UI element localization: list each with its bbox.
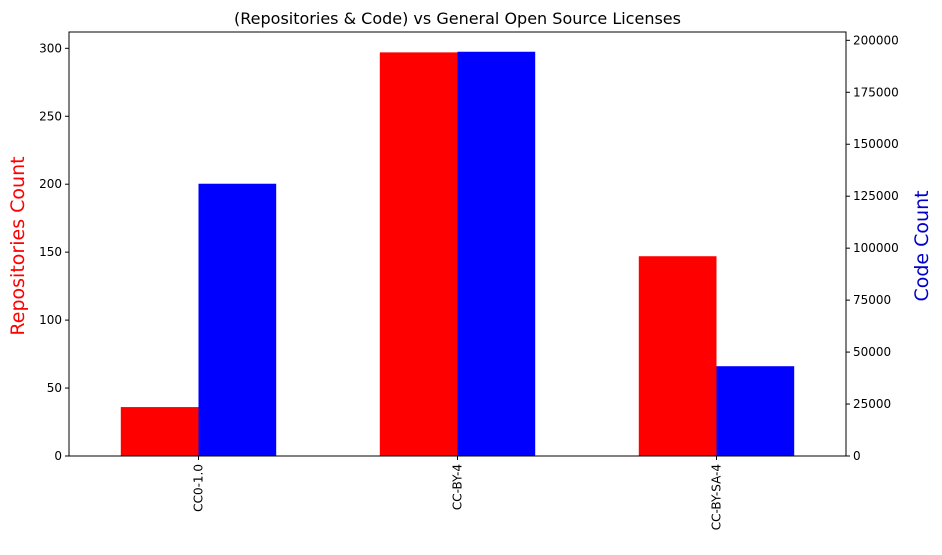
y2-tick-label: 50000 (853, 345, 891, 359)
y2-tick-label: 100000 (853, 241, 899, 255)
y-tick-label: 0 (54, 449, 62, 463)
bar-code-cc-by-sa-4 (716, 366, 795, 456)
y-tick-label: 300 (39, 41, 62, 55)
axes-group: CC0-1.0 CC-BY-4 CC-BY-SA-4 0 50 100 150 200 250 3… (39, 31, 899, 530)
bar-code-cc-by-4 (457, 51, 536, 456)
y2-tick-label: 150000 (853, 137, 899, 151)
y-tick-label: 50 (47, 381, 62, 395)
x-tick-label: CC-BY-SA-4 (710, 464, 724, 530)
y2-tick-label: 125000 (853, 189, 899, 203)
y2-axis-label: Code Count (911, 190, 933, 301)
x-tick-label: CC-BY-4 (451, 464, 465, 510)
y2-tick-label: 75000 (853, 293, 891, 307)
y-tick-label: 200 (39, 177, 62, 191)
bar-repositories-cc-by-sa-4 (638, 256, 717, 456)
plot-frame (68, 31, 847, 457)
bar-repositories-cc0-1.0 (120, 407, 199, 456)
y-axis-label: Repositories Count (7, 156, 29, 335)
y2-tick-label: 200000 (853, 33, 899, 47)
chart-title: (Repositories & Code) vs General Open So… (234, 9, 681, 28)
y2-tick-label: 25000 (853, 397, 891, 411)
y2-tick-label: 175000 (853, 85, 899, 99)
y-tick-label: 100 (39, 313, 62, 327)
bar-code-cc0-1.0 (198, 183, 277, 457)
y-tick-label: 250 (39, 109, 62, 123)
bar-repositories-cc-by-4 (379, 52, 458, 456)
bars-group (120, 51, 795, 457)
x-tick-label: CC0-1.0 (192, 464, 206, 512)
y2-tick-label: 0 (853, 449, 861, 463)
y-tick-label: 150 (39, 245, 62, 259)
